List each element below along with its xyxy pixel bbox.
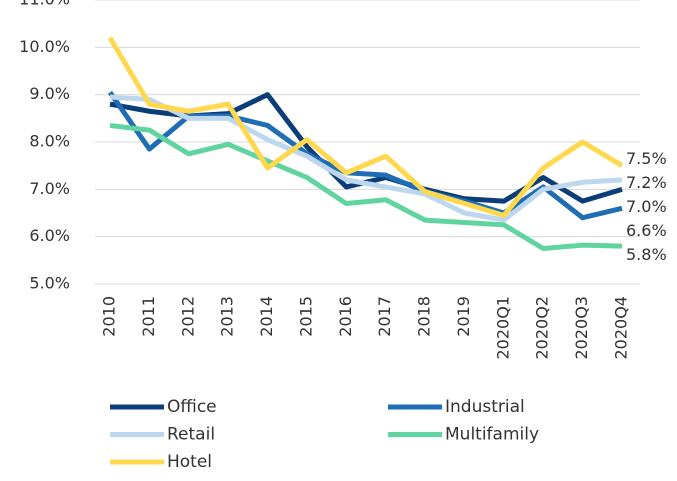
x-tick-label: 2012: [178, 296, 197, 337]
x-tick-label: 2014: [257, 296, 276, 337]
y-tick-label: 11.0%: [19, 0, 70, 9]
x-tick-label: 2017: [375, 296, 394, 337]
x-tick-label: 2010: [100, 296, 119, 337]
legend-label: Multifamily: [445, 425, 539, 445]
data-label: 7.0%: [626, 197, 667, 216]
y-tick-label: 7.0%: [29, 179, 70, 198]
legend-label: Hotel: [167, 452, 212, 472]
x-tick-label: 2020Q3: [572, 296, 591, 360]
y-tick-label: 6.0%: [29, 226, 70, 245]
line-series: [107, 36, 624, 218]
y-tick-label: 9.0%: [29, 84, 70, 103]
x-tick-label: 2018: [415, 296, 434, 337]
y-tick-label: 8.0%: [29, 132, 70, 151]
x-tick-label: 2019: [454, 296, 473, 337]
data-label: 6.6%: [626, 221, 667, 240]
legend-label: Retail: [167, 425, 215, 445]
x-tick-label: 2020Q1: [493, 296, 512, 360]
x-tick-label: 2016: [336, 296, 355, 337]
x-tick-label: 2013: [218, 296, 237, 337]
x-tick-label: 2020Q2: [533, 296, 552, 360]
line-series: [109, 122, 623, 251]
x-tick-label: 2020Q4: [612, 296, 631, 360]
data-label: 5.8%: [626, 245, 667, 264]
x-tick-label: 2015: [296, 296, 315, 337]
y-tick-label: 10.0%: [19, 37, 70, 56]
legend-label: Office: [167, 397, 217, 417]
data-label: 7.2%: [626, 173, 667, 192]
x-tick-label: 2011: [139, 296, 158, 337]
legend-label: Industrial: [445, 397, 525, 417]
line-series: [109, 94, 623, 223]
data-label: 7.5%: [626, 149, 667, 168]
y-tick-label: 5.0%: [29, 274, 70, 293]
